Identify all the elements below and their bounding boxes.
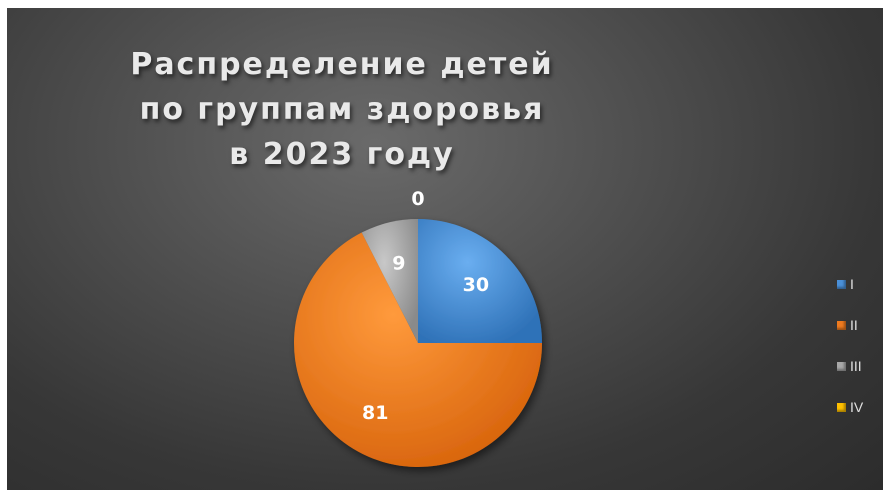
pie-slice-III (361, 219, 418, 343)
legend-item: IV (837, 397, 863, 417)
legend-swatch (837, 361, 846, 371)
legend-label: I (850, 276, 854, 292)
legend-item: II (837, 315, 863, 335)
legend-item: III (837, 356, 863, 376)
pie-chart: 30 81 9 0 (294, 188, 542, 467)
legend-swatch (837, 402, 846, 412)
legend-item: I (837, 274, 863, 294)
chart-legend: I II III IV (837, 274, 863, 438)
pie-slice-I (418, 219, 542, 343)
chart-title-line-1: Распределение детей (130, 47, 554, 82)
legend-label: II (850, 317, 858, 333)
legend-label: III (850, 358, 862, 374)
chart-area: Распределение детей по группам здоровья … (7, 8, 883, 490)
pie-slice-II (294, 232, 542, 467)
data-label-IV: 0 (411, 188, 424, 210)
data-label-II: 81 (362, 402, 388, 424)
chart-title-line-3: в 2023 году (229, 137, 455, 172)
data-label-III: 9 (392, 252, 405, 274)
chart-title-line-2: по группам здоровья (139, 92, 545, 127)
legend-swatch (837, 279, 846, 289)
data-label-I: 30 (463, 274, 489, 296)
legend-swatch (837, 320, 846, 330)
legend-label: IV (850, 399, 864, 415)
chart-title: Распределение детей по группам здоровья … (92, 42, 592, 177)
